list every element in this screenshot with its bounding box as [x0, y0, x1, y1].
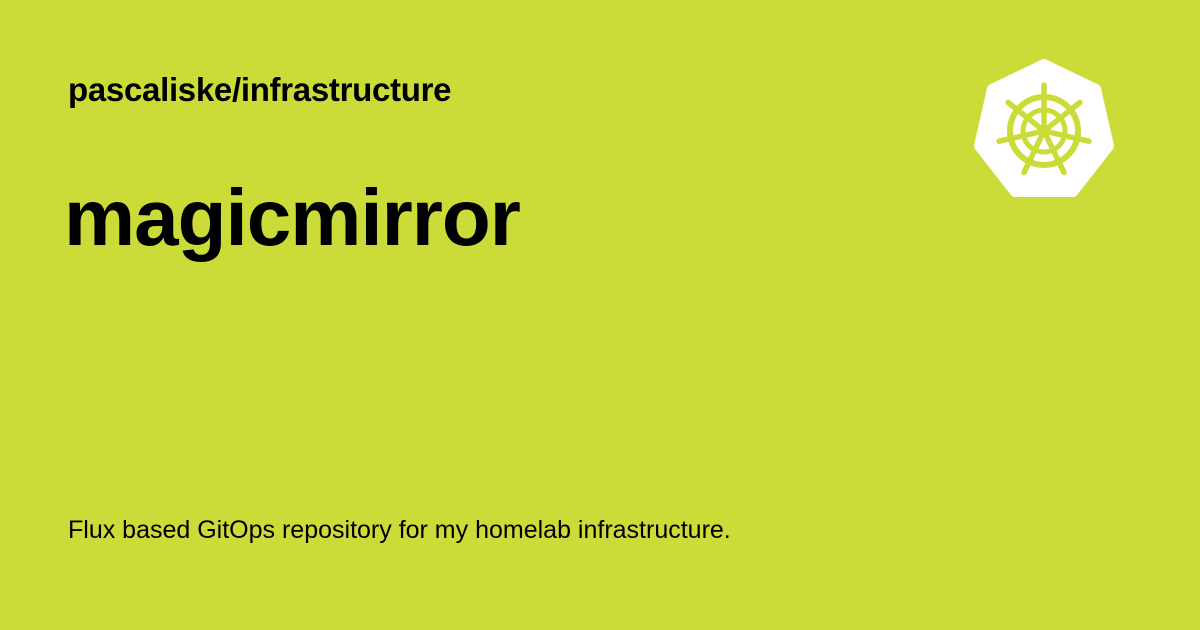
kubernetes-helm-icon: [972, 58, 1116, 200]
page-title: magicmirror: [64, 173, 521, 262]
repo-path: pascaliske/infrastructure: [68, 71, 452, 108]
repo-description: Flux based GitOps repository for my home…: [68, 516, 731, 544]
